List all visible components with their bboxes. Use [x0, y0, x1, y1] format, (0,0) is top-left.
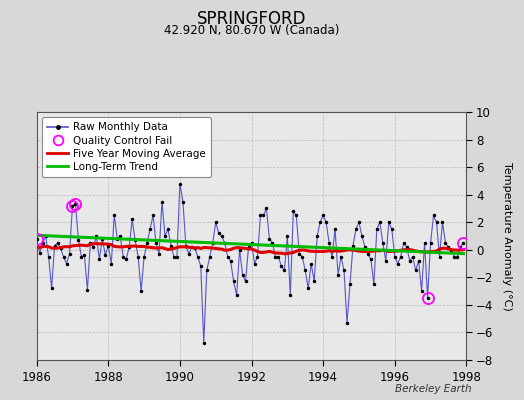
Text: SPRINGFORD: SPRINGFORD — [197, 10, 306, 28]
Legend: Raw Monthly Data, Quality Control Fail, Five Year Moving Average, Long-Term Tren: Raw Monthly Data, Quality Control Fail, … — [42, 117, 211, 177]
Text: 42.920 N, 80.670 W (Canada): 42.920 N, 80.670 W (Canada) — [164, 24, 339, 37]
Text: Berkeley Earth: Berkeley Earth — [395, 384, 472, 394]
Y-axis label: Temperature Anomaly (°C): Temperature Anomaly (°C) — [502, 162, 512, 310]
